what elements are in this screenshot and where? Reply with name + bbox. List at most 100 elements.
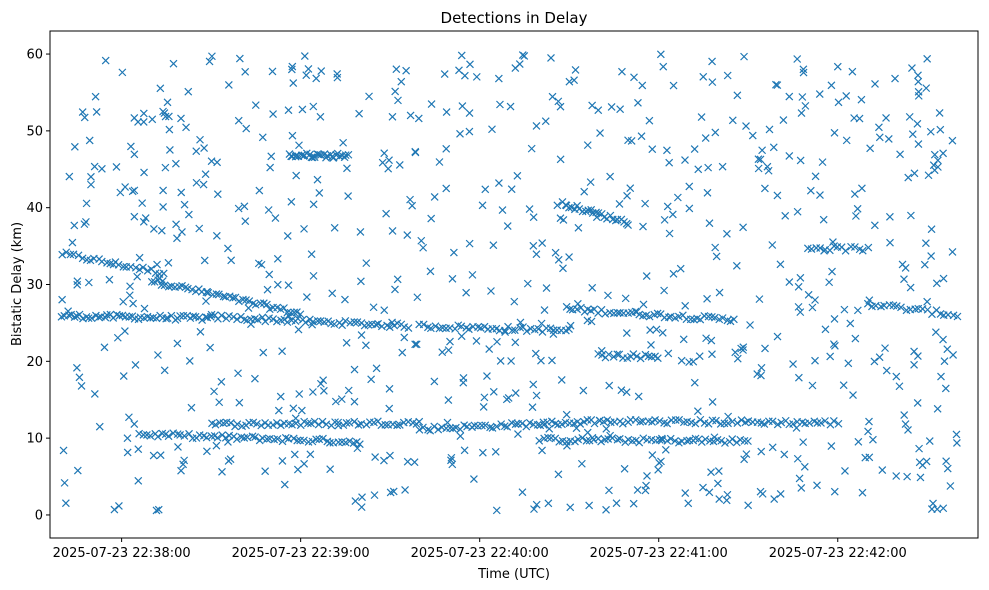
detection-point [316,112,325,121]
detection-point [84,314,93,323]
detection-point [331,397,340,406]
detection-point [621,294,630,303]
detection-point [185,429,193,438]
detection-point [480,322,489,331]
detection-point [276,392,285,401]
detection-point [444,346,453,355]
detection-point [881,344,889,353]
detection-point [362,259,371,268]
detection-point [626,184,635,193]
detection-point [444,396,453,404]
detection-point [875,133,884,142]
detection-point [841,246,850,255]
detection-point [202,447,211,456]
detection-point [330,320,339,329]
detection-point [258,313,267,322]
detection-point [486,423,494,432]
detection-point [427,214,436,223]
detection-point [718,314,727,322]
detection-point [772,80,780,89]
detection-point [232,435,241,444]
detection-point [618,419,627,428]
detection-point [207,157,216,166]
detection-point [532,500,541,509]
detection-point [549,330,558,339]
detection-point [319,376,328,385]
detection-point [413,293,422,302]
detection-point [510,297,519,306]
detection-point [410,458,419,467]
detection-point [613,308,622,317]
detection-point [199,180,208,189]
detection-point [451,423,460,432]
detection-point [858,488,867,497]
detection-point [224,80,233,89]
detection-point [284,281,293,290]
detection-point [298,105,307,114]
detection-point [629,350,638,358]
detection-point [234,204,243,213]
detection-point [504,393,513,402]
detection-point [80,113,89,122]
detection-point [391,285,399,294]
detection-point [613,350,622,359]
detection-point [319,386,328,395]
detection-point [507,357,516,365]
detection-point [537,319,546,328]
detection-point [426,324,435,333]
detection-point [583,141,592,150]
detection-point [733,91,742,100]
detection-point [371,453,380,461]
detection-point [850,243,859,251]
detection-point [334,438,343,447]
x-tick-label: 2025-07-23 22:40:00 [411,546,549,561]
detection-point [574,223,583,232]
detection-point [139,217,148,226]
detection-point [586,178,595,187]
detection-point [910,360,919,369]
detection-point [590,419,599,428]
detection-point [768,443,777,452]
detection-point [588,101,597,110]
detection-point [404,417,413,426]
detection-point [556,102,565,111]
detection-point [541,117,550,126]
detection-point [370,491,379,500]
detection-point [491,447,500,456]
detection-point [646,326,655,334]
detection-point [830,487,839,496]
detection-point [74,251,83,260]
detection-point [273,280,282,289]
detection-point [493,337,501,346]
detection-point [90,162,99,171]
detection-point [712,252,721,261]
detection-point [309,102,318,111]
detection-point [758,146,767,155]
detection-point [547,54,555,62]
detection-point [291,152,300,161]
detection-point [272,419,281,427]
detection-point [913,398,922,407]
detection-point [857,95,866,104]
detection-point [715,288,724,297]
detection-point [203,287,212,296]
detection-point [566,503,575,512]
detection-point [351,497,360,505]
detection-point [565,77,574,86]
detection-point [713,479,722,488]
detection-point [176,312,185,320]
detection-point [200,144,209,153]
detection-point [478,448,487,457]
detection-point [821,417,829,425]
detection-point [487,287,495,295]
detection-point [645,116,654,125]
detection-point [313,175,322,184]
detection-point [554,470,563,479]
detection-point [594,106,603,115]
detection-point [948,136,957,145]
detection-point [205,57,214,66]
detection-point [251,101,260,110]
detection-point [314,420,323,429]
